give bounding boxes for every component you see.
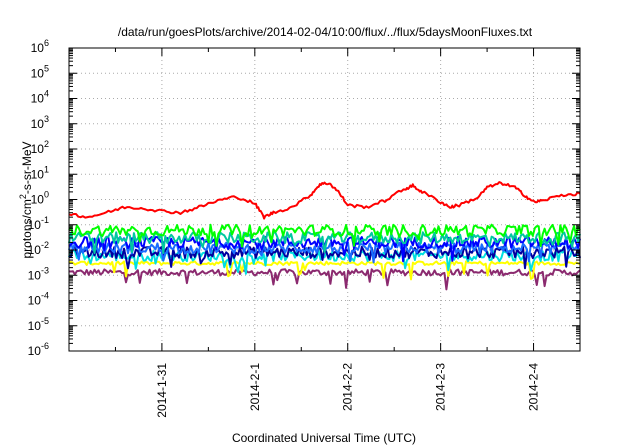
series-line-2: [68, 231, 581, 254]
y-tick-exponent: -1: [41, 215, 49, 225]
y-tick-exponent: 6: [44, 38, 49, 48]
y-tick-label: 104: [31, 89, 49, 106]
x-axis-label: Coordinated Universal Time (UTC): [232, 431, 416, 445]
y-tick-exponent: -2: [41, 240, 49, 250]
x-tick-label: 2014-2-1: [248, 363, 262, 411]
y-tick-exponent: 0: [44, 190, 49, 200]
series-line-red: [68, 181, 581, 220]
y-tick-label: 10-6: [28, 341, 49, 358]
y-tick-label: 10-5: [28, 316, 49, 333]
y-tick-label: 103: [31, 114, 49, 131]
x-tick-label: 2014-2-4: [527, 363, 541, 411]
x-tick-label: 2014-1-31: [155, 363, 169, 418]
y-tick-label: 10-4: [28, 291, 49, 308]
series-line-1: [68, 223, 581, 248]
y-tick-exponent: 1: [44, 164, 49, 174]
x-axis-ticks: 2014-1-31 2014-2-1 2014-2-2 2014-2-3 2014-2-…: [114, 48, 581, 418]
y-tick-exponent: 2: [44, 139, 49, 149]
series-group: [68, 181, 581, 291]
y-tick-exponent: -4: [41, 291, 49, 301]
y-tick-exponent: -3: [41, 265, 49, 275]
y-tick-exponent: 5: [44, 63, 49, 73]
series-line-8: [68, 268, 581, 291]
y-axis-label: protons/cm2-s-sr-MeV: [18, 141, 34, 258]
x-tick-label: 2014-2-3: [434, 363, 448, 411]
y-tick-label: 105: [31, 63, 49, 80]
y-tick-exponent: 3: [44, 114, 49, 124]
grid-lines: [69, 48, 580, 351]
chart-title: /data/run/goesPlots/archive/2014-02-04/1…: [118, 25, 533, 39]
y-tick-exponent: 4: [44, 89, 49, 99]
y-tick-exponent: -6: [41, 341, 49, 351]
y-tick-label: 10-3: [28, 265, 49, 282]
y-tick-label: 106: [31, 38, 49, 55]
series-line-7: [68, 260, 581, 281]
y-tick-exponent: -5: [41, 316, 49, 326]
x-tick-label: 2014-2-2: [341, 363, 355, 411]
